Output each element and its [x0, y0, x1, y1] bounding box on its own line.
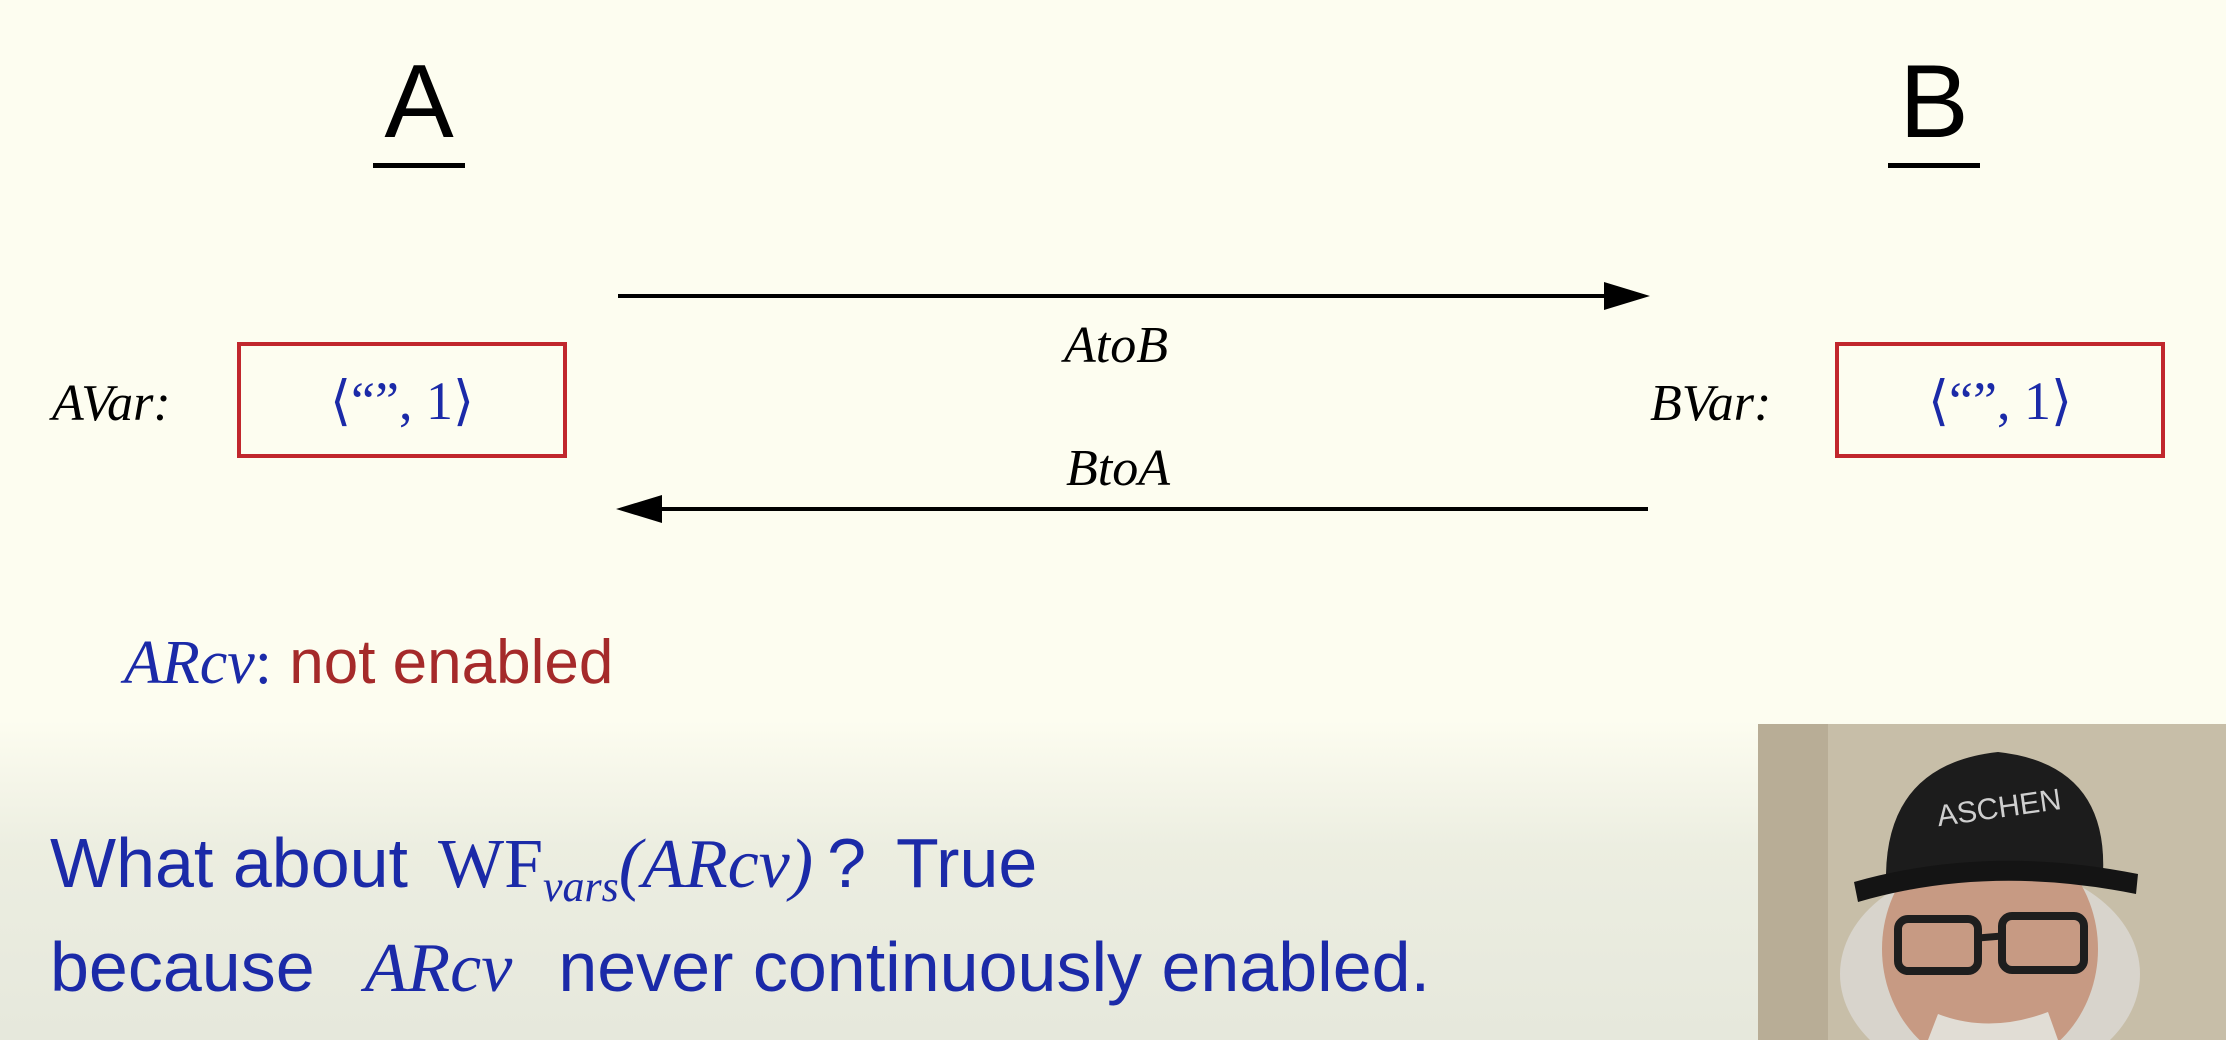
arcv-status-line: ARcv: not enabled — [124, 629, 613, 697]
question-mark: ? — [827, 824, 866, 902]
arcv-colon: : — [254, 629, 273, 697]
process-a-underline — [373, 163, 465, 168]
b-to-a-label: BtoA — [1066, 440, 1170, 497]
a-var-label: AVar: — [52, 375, 171, 432]
a-var-value: ⟨“”, 1⟩ — [329, 370, 475, 431]
presenter-image: ASCHEN — [1758, 724, 2226, 1040]
process-b-title-text: B — [1899, 44, 1969, 160]
process-b-underline — [1888, 163, 1980, 168]
a-var-box: ⟨“”, 1⟩ — [237, 342, 567, 458]
statement-prefix-1: What about — [50, 824, 408, 902]
wf-subscript: vars — [543, 862, 619, 911]
wf-symbol: WF — [438, 826, 543, 903]
arcv-action-name: ARcv — [124, 629, 255, 697]
wf-argument: (ARcv) — [618, 826, 814, 903]
b-to-a-arrow — [616, 495, 1648, 523]
statement-prefix-2: because — [50, 928, 315, 1006]
statement-line-1: What about WFvars(ARcv)? True — [50, 828, 1037, 909]
presenter-webcam: ASCHEN — [1758, 724, 2226, 1040]
statement-suffix: never continuously enabled. — [558, 928, 1431, 1006]
b-var-value: ⟨“”, 1⟩ — [1927, 370, 2073, 431]
arcv-status-text: not enabled — [289, 628, 614, 697]
a-to-b-label: AtoB — [1064, 317, 1168, 374]
process-a-title: A — [349, 44, 489, 168]
process-a-title-text: A — [384, 44, 454, 160]
b-var-box: ⟨“”, 1⟩ — [1835, 342, 2165, 458]
a-to-b-arrow — [618, 282, 1650, 310]
answer-text: True — [896, 824, 1038, 902]
statement-line-2: because ARcv never continuously enabled. — [50, 932, 1430, 1004]
b-var-label: BVar: — [1650, 375, 1772, 432]
statement-action: ARcv — [364, 930, 513, 1007]
process-b-title: B — [1864, 44, 2004, 168]
